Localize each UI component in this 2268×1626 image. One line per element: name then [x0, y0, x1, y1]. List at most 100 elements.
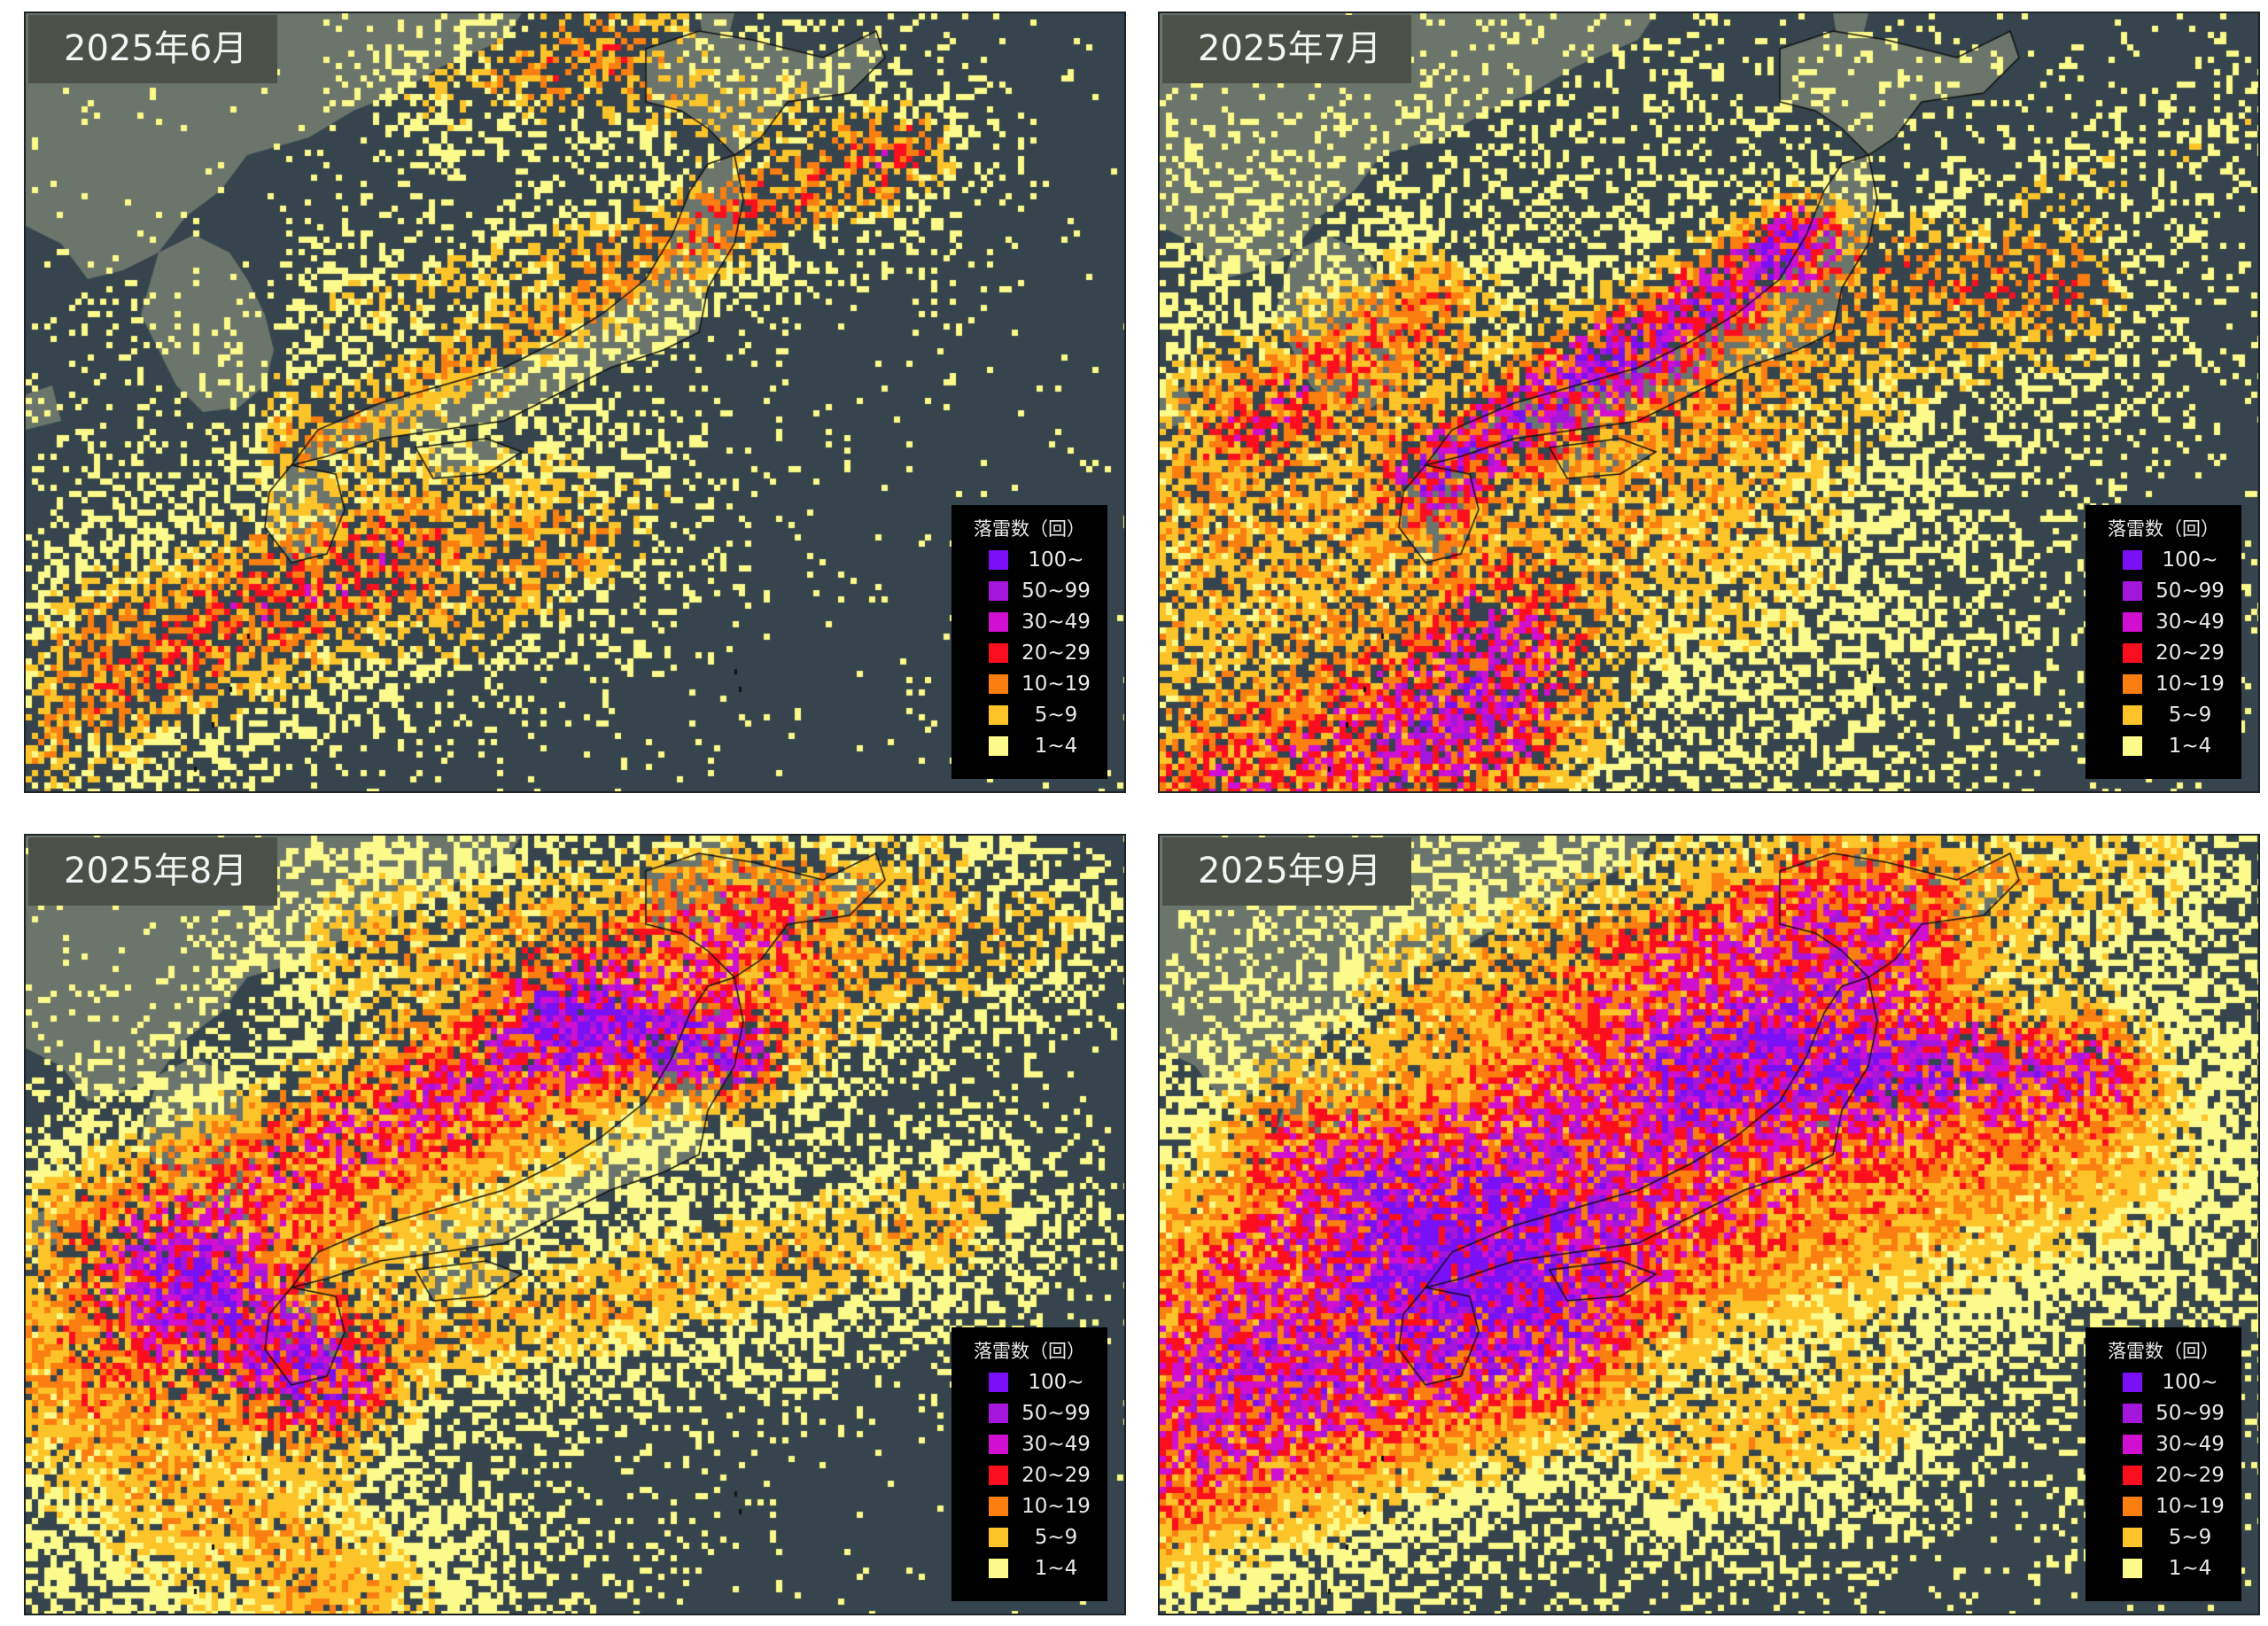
map-panel-july: 2025年7月 落雷数（回） 100~ 50~99 30~49 20~29 10~19 5~…	[1158, 12, 2260, 793]
legend-item-label: 1~4	[2168, 734, 2212, 758]
legend-title: 落雷数（回）	[2108, 518, 2219, 540]
color-swatch	[989, 1527, 1008, 1547]
legend-item-label: 10~19	[1021, 1494, 1091, 1518]
legend-item: 1~4	[951, 1552, 1107, 1583]
color-swatch	[2123, 1403, 2142, 1423]
legend-item-label: 1~4	[1034, 734, 1078, 758]
color-swatch	[989, 642, 1008, 663]
legend-title: 落雷数（回）	[2108, 1341, 2219, 1362]
color-swatch	[989, 1465, 1008, 1485]
legend-item-label: 100~	[2162, 548, 2218, 572]
legend-item: 100~	[2085, 544, 2241, 575]
color-swatch	[989, 1496, 1008, 1516]
legend-item: 50~99	[951, 1397, 1107, 1428]
legend-item-label: 30~49	[2155, 610, 2225, 634]
legend-item-label: 1~4	[1034, 1556, 1078, 1580]
legend-item-label: 20~29	[2155, 1463, 2225, 1487]
legend-item: 30~49	[2085, 1428, 2241, 1459]
color-swatch	[2123, 1434, 2142, 1454]
color-swatch	[2123, 1496, 2142, 1516]
panel-title-september: 2025年9月	[1162, 837, 1411, 906]
legend-item-label: 30~49	[1021, 1432, 1091, 1456]
color-swatch	[2123, 580, 2142, 601]
legend-item: 10~19	[951, 1490, 1107, 1521]
legend-item-label: 1~4	[2168, 1556, 2212, 1580]
lightning-map-june	[26, 13, 1124, 791]
legend-item: 1~4	[2085, 1552, 2241, 1583]
legend-item: 50~99	[2085, 575, 2241, 606]
legend-item: 5~9	[951, 699, 1107, 730]
legend-item-label: 50~99	[1021, 579, 1091, 603]
legend-item-label: 50~99	[2155, 579, 2225, 603]
legend-item-label: 30~49	[2155, 1432, 2225, 1456]
color-swatch	[989, 611, 1008, 632]
legend-august: 落雷数（回） 100~ 50~99 30~49 20~29 10~19 5~9 1~4	[951, 1327, 1107, 1601]
legend-item: 50~99	[951, 575, 1107, 606]
legend-item-label: 50~99	[1021, 1401, 1091, 1425]
legend-item: 10~19	[2085, 1490, 2241, 1521]
color-swatch	[2123, 1372, 2142, 1392]
color-swatch	[989, 1372, 1008, 1392]
color-swatch	[989, 1434, 1008, 1454]
legend-item: 20~29	[951, 637, 1107, 668]
color-swatch	[989, 704, 1008, 725]
lightning-map-september	[1160, 836, 2258, 1614]
legend-title: 落雷数（回）	[974, 1341, 1085, 1362]
color-swatch	[2123, 704, 2142, 725]
color-swatch	[2123, 549, 2142, 570]
legend-item: 20~29	[2085, 1459, 2241, 1490]
lightning-map-july	[1160, 13, 2258, 791]
color-swatch	[2123, 673, 2142, 694]
color-swatch	[989, 1558, 1008, 1578]
color-swatch	[2123, 1558, 2142, 1578]
legend-item-label: 10~19	[1021, 672, 1091, 696]
legend-item-label: 5~9	[2168, 1525, 2212, 1549]
lightning-map-august	[26, 836, 1124, 1614]
legend-item: 1~4	[951, 730, 1107, 761]
legend-item: 30~49	[951, 1428, 1107, 1459]
map-panel-august: 2025年8月 落雷数（回） 100~ 50~99 30~49 20~29 10~19 5~…	[24, 834, 1126, 1615]
panel-title-july: 2025年7月	[1162, 15, 1411, 83]
color-swatch	[989, 735, 1008, 756]
color-swatch	[989, 549, 1008, 570]
legend-item-label: 20~29	[1021, 1463, 1091, 1487]
legend-item-label: 100~	[1028, 548, 1084, 572]
legend-item-label: 20~29	[1021, 641, 1091, 665]
color-swatch	[2123, 735, 2142, 756]
color-swatch	[2123, 611, 2142, 632]
legend-item: 100~	[951, 1366, 1107, 1397]
map-panel-september: 2025年9月 落雷数（回） 100~ 50~99 30~49 20~29 10~19 5~…	[1158, 834, 2260, 1615]
legend-july: 落雷数（回） 100~ 50~99 30~49 20~29 10~19 5~9 1~4	[2085, 505, 2241, 779]
legend-item: 20~29	[2085, 637, 2241, 668]
color-swatch	[2123, 1527, 2142, 1547]
legend-september: 落雷数（回） 100~ 50~99 30~49 20~29 10~19 5~9 1~4	[2085, 1327, 2241, 1601]
legend-item: 100~	[2085, 1366, 2241, 1397]
legend-item: 30~49	[951, 606, 1107, 637]
legend-item-label: 20~29	[2155, 641, 2225, 665]
legend-item: 100~	[951, 544, 1107, 575]
legend-item: 10~19	[951, 668, 1107, 699]
legend-item-label: 30~49	[1021, 610, 1091, 634]
panel-title-august: 2025年8月	[28, 837, 277, 906]
legend-title: 落雷数（回）	[974, 518, 1085, 540]
legend-item: 1~4	[2085, 730, 2241, 761]
legend-june: 落雷数（回） 100~ 50~99 30~49 20~29 10~19 5~9 1~4	[951, 505, 1107, 779]
legend-item: 5~9	[2085, 1521, 2241, 1552]
legend-item: 5~9	[951, 1521, 1107, 1552]
color-swatch	[989, 580, 1008, 601]
color-swatch	[989, 673, 1008, 694]
legend-item: 50~99	[2085, 1397, 2241, 1428]
legend-item-label: 5~9	[1034, 703, 1078, 727]
legend-item: 20~29	[951, 1459, 1107, 1490]
panel-title-june: 2025年6月	[28, 15, 277, 83]
legend-item-label: 100~	[2162, 1370, 2218, 1394]
legend-item-label: 10~19	[2155, 1494, 2225, 1518]
legend-item-label: 100~	[1028, 1370, 1084, 1394]
color-swatch	[2123, 1465, 2142, 1485]
legend-item: 30~49	[2085, 606, 2241, 637]
legend-item: 5~9	[2085, 699, 2241, 730]
legend-item-label: 10~19	[2155, 672, 2225, 696]
color-swatch	[989, 1403, 1008, 1423]
legend-item: 10~19	[2085, 668, 2241, 699]
legend-item-label: 5~9	[1034, 1525, 1078, 1549]
